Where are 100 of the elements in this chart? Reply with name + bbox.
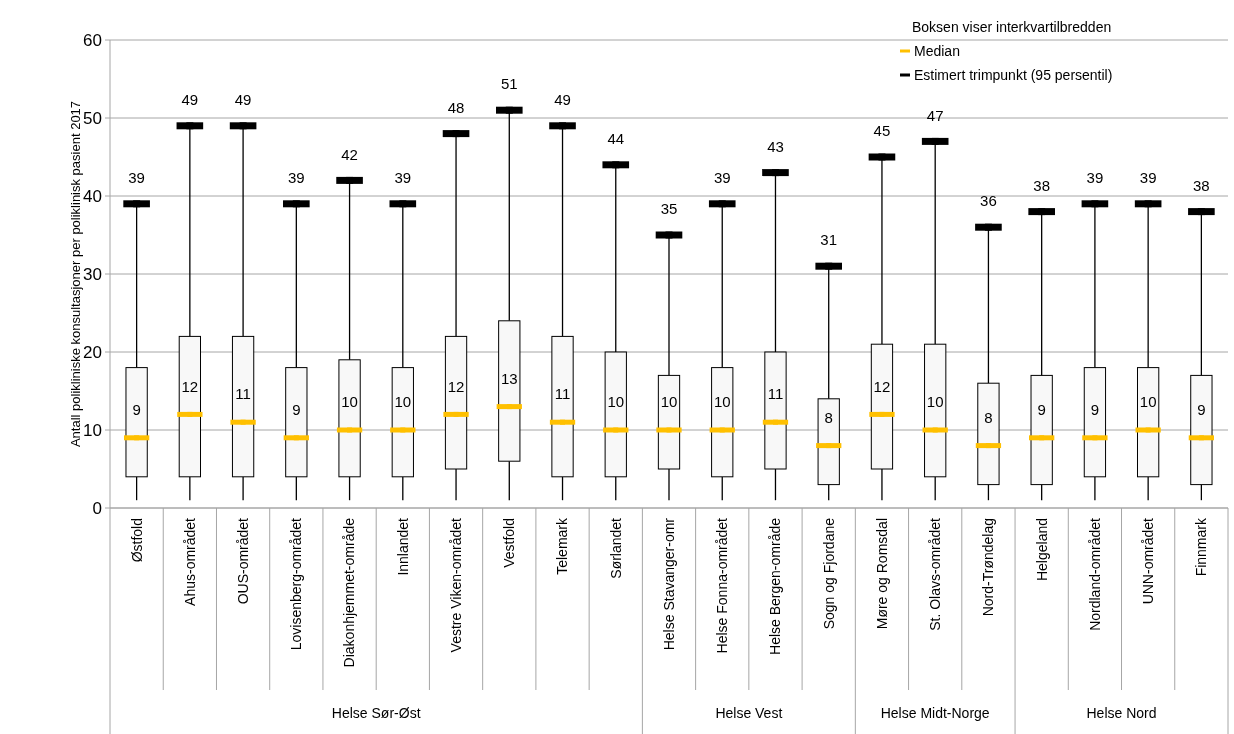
data-label: 38	[1193, 176, 1210, 194]
x-tick-label: Nordland-området	[1086, 517, 1103, 631]
data-label: 49	[554, 91, 571, 109]
data-label: 9	[1197, 401, 1206, 419]
data-label: 31	[820, 231, 838, 249]
point	[772, 419, 778, 425]
data-label: 8	[984, 408, 993, 426]
data-label: 10	[607, 393, 625, 411]
point	[666, 427, 672, 433]
data-label: 10	[1139, 393, 1157, 411]
point	[1091, 200, 1099, 208]
x-tick-label: Ahus-området	[181, 517, 198, 606]
x-tick-label: Sørlandet	[607, 517, 624, 579]
data-label: 49	[181, 91, 199, 109]
legend-label: Median	[914, 43, 960, 59]
point	[1038, 208, 1046, 216]
point	[771, 169, 779, 177]
point	[719, 427, 725, 433]
x-tick-label: OUS-området	[235, 517, 251, 605]
point	[452, 130, 460, 138]
point	[292, 200, 300, 208]
data-label: 39	[394, 169, 412, 187]
point	[347, 427, 353, 433]
y-tick-label: 20	[83, 342, 102, 362]
data-label: 35	[660, 200, 678, 218]
data-label: 49	[234, 91, 252, 109]
data-label: 11	[767, 385, 784, 403]
data-label: 13	[500, 369, 518, 387]
text: Helse Midt-Norge	[880, 705, 990, 721]
point	[826, 443, 832, 449]
y-tick-label: 0	[92, 498, 102, 518]
data-label: 45	[873, 122, 891, 140]
point	[453, 411, 459, 417]
point	[187, 411, 193, 417]
point	[293, 435, 299, 441]
legend-title: Boksen viser interkvartilbredden	[912, 19, 1112, 35]
data-label: 9	[1037, 401, 1046, 419]
y-tick-label: 40	[83, 186, 102, 206]
data-label: 11	[235, 385, 251, 403]
point	[1198, 435, 1204, 441]
x-tick-label: Telemark	[554, 517, 571, 575]
data-label: 39	[128, 169, 145, 187]
data-label: 36	[980, 192, 997, 210]
data-label: 10	[394, 393, 412, 411]
point	[665, 231, 673, 239]
point	[186, 122, 194, 130]
data-label: 10	[713, 393, 731, 411]
point	[1144, 200, 1152, 208]
data-label: 10	[926, 393, 944, 411]
point	[984, 223, 992, 231]
data-label: 39	[1086, 169, 1104, 187]
point	[1092, 435, 1098, 441]
data-label: 10	[341, 393, 358, 411]
text: Helse Sør-Øst	[331, 705, 421, 721]
point	[718, 200, 726, 208]
point	[399, 200, 407, 208]
y-axis-title: Antall polikliniske konsultasjoner per poliklinisk pasient 2017	[68, 100, 83, 448]
point	[613, 427, 619, 433]
point	[133, 200, 141, 208]
point	[506, 404, 512, 410]
data-label: 12	[447, 377, 465, 395]
y-tick-label: 10	[83, 420, 102, 440]
point	[559, 122, 567, 130]
point	[134, 435, 140, 441]
data-label: 9	[1090, 401, 1100, 419]
data-label: 51	[500, 75, 518, 93]
point	[825, 262, 833, 270]
point	[505, 106, 513, 114]
x-tick-label: UNN-området	[1140, 517, 1157, 605]
y-tick-label: 30	[83, 264, 102, 284]
x-tick-label: Nord-Trøndelag	[980, 518, 997, 617]
x-tick-label: Helse Bergen-område	[767, 517, 784, 655]
x-tick-label: Helse Stavanger-omr	[660, 517, 677, 651]
data-label: 48	[447, 98, 465, 116]
data-label: 8	[824, 408, 833, 426]
x-tick-label: Innlandet	[394, 517, 411, 576]
data-label: 42	[341, 145, 358, 163]
point	[346, 176, 354, 184]
x-tick-label: Møre og Romsdal	[873, 518, 890, 630]
text: Helse Vest	[715, 705, 783, 721]
y-tick-label: 60	[83, 30, 102, 50]
data-label: 9	[132, 401, 141, 419]
x-tick-label: Vestre Viken-området	[447, 517, 464, 653]
x-tick-label: St. Olavs-området	[927, 517, 944, 631]
point	[240, 419, 246, 425]
point	[239, 122, 247, 130]
x-tick-label: Helse Fonna-området	[714, 517, 731, 654]
data-label: 43	[767, 137, 784, 155]
x-tick-label: Finnmark	[1193, 517, 1210, 577]
x-tick-label: Sogn og Fjordane	[820, 517, 837, 630]
point	[932, 427, 938, 433]
point	[985, 443, 991, 449]
data-label: 12	[181, 377, 199, 395]
point	[879, 411, 885, 417]
point	[1145, 427, 1151, 433]
point	[612, 161, 620, 169]
x-tick-label: Helgeland	[1033, 518, 1050, 582]
data-label: 39	[1139, 169, 1157, 187]
data-label: 11	[554, 385, 571, 403]
data-label: 38	[1033, 176, 1051, 194]
